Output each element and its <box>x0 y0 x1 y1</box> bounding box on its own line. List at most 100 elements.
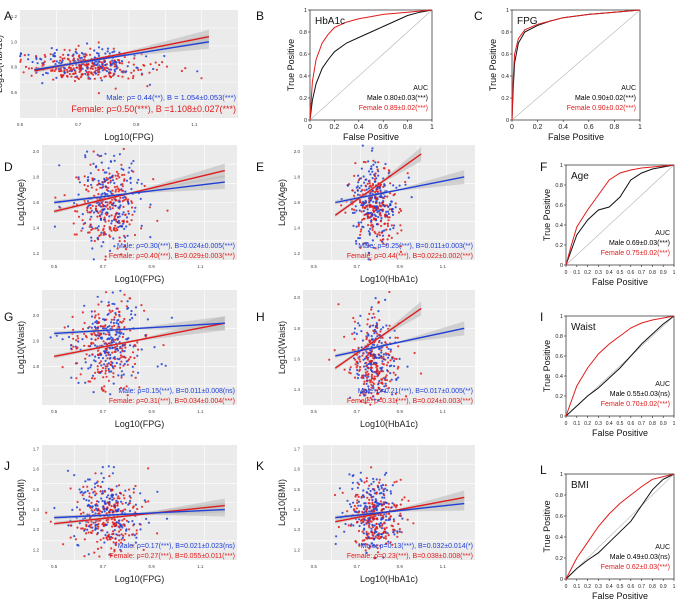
female-point <box>362 352 365 355</box>
male-point <box>377 310 380 313</box>
female-point <box>75 377 78 380</box>
female-point <box>119 356 122 359</box>
male-point <box>368 216 371 219</box>
male-point <box>115 499 118 502</box>
male-point <box>118 519 121 522</box>
male-point <box>87 367 90 370</box>
auc-male: Male 0.55±0.03(ns) <box>610 391 670 398</box>
female-point <box>366 353 370 356</box>
x-tick-label: 0.9 <box>397 564 404 569</box>
male-point <box>120 374 123 377</box>
male-point <box>357 237 360 240</box>
male-point <box>373 398 376 401</box>
male-point <box>375 478 378 481</box>
x-tick-label: 0.5 <box>51 564 58 569</box>
female-point <box>370 308 373 311</box>
male-point <box>112 237 115 240</box>
male-point <box>101 48 104 51</box>
female-point <box>59 56 62 59</box>
female-point <box>77 215 81 218</box>
male-point <box>153 346 156 349</box>
female-point <box>96 215 99 218</box>
female-point <box>118 484 121 487</box>
female-point <box>378 478 381 481</box>
male-point <box>360 190 363 193</box>
x-tick-label: 0.7 <box>354 409 361 414</box>
female-point <box>376 188 379 191</box>
male-point <box>80 56 83 59</box>
female-point <box>118 62 121 65</box>
male-point <box>360 167 363 170</box>
male-point <box>389 348 392 351</box>
female-point <box>128 528 131 531</box>
female-point <box>119 354 123 357</box>
female-point <box>105 537 108 540</box>
male-point <box>70 376 73 379</box>
y-tick-label: 2.0 <box>294 295 301 300</box>
female-point <box>96 334 99 337</box>
y-tick-label: 0.6 <box>501 52 509 58</box>
male-point <box>101 211 104 214</box>
female-point <box>363 539 366 542</box>
female-point <box>74 75 77 79</box>
male-point <box>118 200 121 203</box>
diagonal-reference <box>309 9 433 121</box>
female-point <box>116 534 119 537</box>
male-point <box>381 483 385 487</box>
male-point <box>352 524 355 527</box>
male-point <box>105 523 108 527</box>
female-point <box>113 65 116 68</box>
female-point <box>96 368 99 371</box>
male-point <box>358 186 361 190</box>
male-point <box>355 510 358 513</box>
female-point <box>353 174 356 177</box>
female-point <box>74 48 78 51</box>
x-tick-label: 0 <box>565 421 568 427</box>
female-point <box>371 505 374 508</box>
male-point <box>370 335 373 338</box>
female-point <box>356 501 359 504</box>
female-point <box>134 376 137 379</box>
male-point <box>123 227 126 230</box>
male-point <box>389 228 392 231</box>
female-point <box>99 490 102 493</box>
female-point <box>376 168 379 171</box>
male-point <box>95 481 98 484</box>
female-point <box>349 372 352 375</box>
y-tick-label: 0.8 <box>11 65 18 70</box>
female-point <box>366 373 369 376</box>
female-point <box>373 316 376 319</box>
female-point <box>63 194 66 197</box>
male-point <box>375 165 378 168</box>
male-fit-line <box>335 502 465 519</box>
male-point <box>370 483 373 486</box>
male-point <box>363 518 366 521</box>
auc-label: AUC <box>655 544 670 551</box>
male-point <box>106 313 109 316</box>
female-point <box>371 533 374 536</box>
female-point <box>370 392 373 395</box>
male-point <box>136 354 139 357</box>
male-point <box>372 385 375 388</box>
female-point <box>86 63 89 66</box>
male-point <box>132 159 135 163</box>
female-point <box>22 71 25 74</box>
female-point <box>377 341 381 344</box>
female-point <box>370 359 374 362</box>
x-tick-label: 0.7 <box>100 564 107 569</box>
female-point <box>370 383 373 386</box>
female-point <box>372 488 375 491</box>
female-point <box>106 304 109 307</box>
male-point <box>100 529 103 532</box>
female-point <box>379 397 383 400</box>
female-point <box>368 182 371 185</box>
female-point <box>392 528 396 531</box>
male-point <box>94 528 97 531</box>
male-point <box>119 351 122 354</box>
female-point <box>100 201 103 204</box>
female-point <box>380 224 383 228</box>
x-tick-label: 0.2 <box>584 421 591 427</box>
female-point <box>356 493 359 496</box>
male-point <box>114 312 117 315</box>
female-point <box>401 498 404 501</box>
